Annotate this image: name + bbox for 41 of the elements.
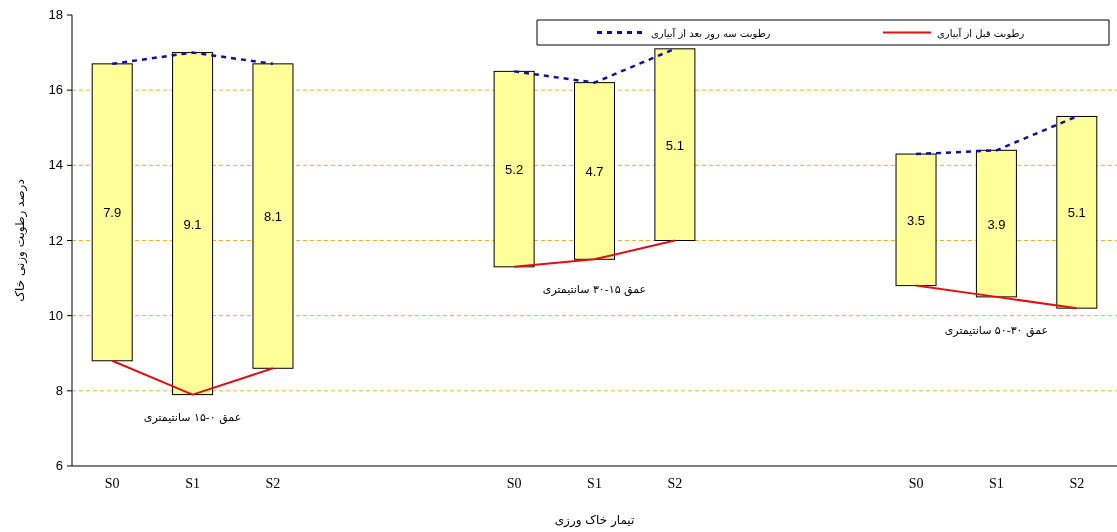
y-tick-label: 10 xyxy=(48,307,63,323)
y-axis-title: درصد رطوبت وزنی خاک xyxy=(13,179,28,302)
bar xyxy=(172,52,214,396)
annotation: عمق ۰-۱۵ سانتیمتری xyxy=(143,410,242,425)
bar xyxy=(895,153,937,287)
bar xyxy=(91,63,133,362)
y-tick-label: 12 xyxy=(48,232,63,248)
x-tick-label: S0 xyxy=(506,476,522,491)
data-label: 5.1 xyxy=(665,137,684,153)
x-tick-label: S1 xyxy=(587,476,602,491)
data-label: 7.9 xyxy=(103,205,122,221)
y-tick-label: 16 xyxy=(48,82,63,98)
x-tick-label: S2 xyxy=(1069,476,1085,491)
y-tick-label: 8 xyxy=(55,382,63,398)
annotation: عمق ۳۰-۵۰ سانتیمتری xyxy=(944,324,1049,339)
data-label: 5.1 xyxy=(1067,205,1086,221)
legend-label: رطوبت قبل از آبیاری xyxy=(937,26,1025,39)
bar xyxy=(493,70,535,268)
bar xyxy=(1056,115,1098,309)
data-label: 3.5 xyxy=(907,212,926,228)
bar xyxy=(574,82,615,260)
annotation: عمق ۱۵-۳۰ سانتیمتری xyxy=(542,282,647,297)
x-axis-title: تیمار خاک ورزی xyxy=(554,513,635,528)
x-tick-label: S0 xyxy=(104,476,120,491)
data-label: 8.1 xyxy=(263,209,282,225)
data-label: 5.2 xyxy=(505,162,524,178)
data-label: 3.9 xyxy=(987,216,1006,232)
y-tick-label: 18 xyxy=(48,7,63,22)
x-tick-label: S2 xyxy=(667,476,683,491)
y-tick-label: 6 xyxy=(55,458,63,473)
data-label: 4.7 xyxy=(585,163,604,179)
data-label: 9.1 xyxy=(183,216,202,232)
bar xyxy=(252,63,294,369)
bar xyxy=(654,48,696,241)
x-tick-label: S0 xyxy=(908,476,924,491)
x-tick-label: S1 xyxy=(185,476,200,491)
x-tick-label: S1 xyxy=(989,476,1004,491)
x-tick-label: S2 xyxy=(265,476,281,491)
legend-label: رطوبت سه روز بعد از آبیاری xyxy=(651,26,771,40)
bar xyxy=(975,149,1017,298)
y-tick-label: 14 xyxy=(48,157,63,173)
